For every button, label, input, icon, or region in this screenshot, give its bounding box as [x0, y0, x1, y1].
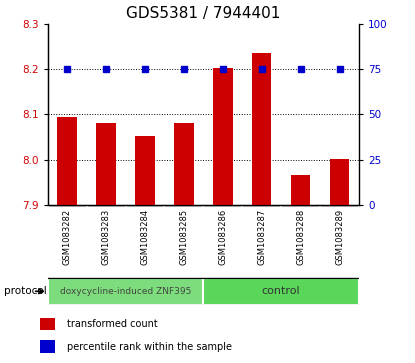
Title: GDS5381 / 7944401: GDS5381 / 7944401 [126, 6, 281, 21]
Bar [40, 318, 55, 330]
Bar [203, 278, 359, 305]
Text: protocol: protocol [4, 286, 47, 296]
Bar [96, 122, 116, 205]
Text: percentile rank within the sample: percentile rank within the sample [67, 342, 232, 352]
Text: GSM1083286: GSM1083286 [218, 209, 227, 265]
Bar [291, 175, 310, 205]
Text: GSM1083283: GSM1083283 [102, 209, 110, 265]
Bar [48, 278, 203, 305]
Bar [252, 53, 271, 205]
Text: GSM1083289: GSM1083289 [335, 209, 344, 265]
Bar [174, 122, 194, 205]
Bar [57, 117, 77, 205]
Text: GSM1083288: GSM1083288 [296, 209, 305, 265]
Bar [330, 159, 349, 205]
Bar [213, 68, 232, 205]
Text: GSM1083284: GSM1083284 [141, 209, 149, 265]
Bar [135, 136, 155, 205]
Text: GSM1083287: GSM1083287 [257, 209, 266, 265]
Text: control: control [262, 286, 300, 296]
Text: transformed count: transformed count [67, 319, 158, 329]
Text: GSM1083285: GSM1083285 [179, 209, 188, 265]
Bar [40, 340, 55, 353]
Text: GSM1083282: GSM1083282 [63, 209, 72, 265]
Text: doxycycline-induced ZNF395: doxycycline-induced ZNF395 [60, 287, 191, 296]
